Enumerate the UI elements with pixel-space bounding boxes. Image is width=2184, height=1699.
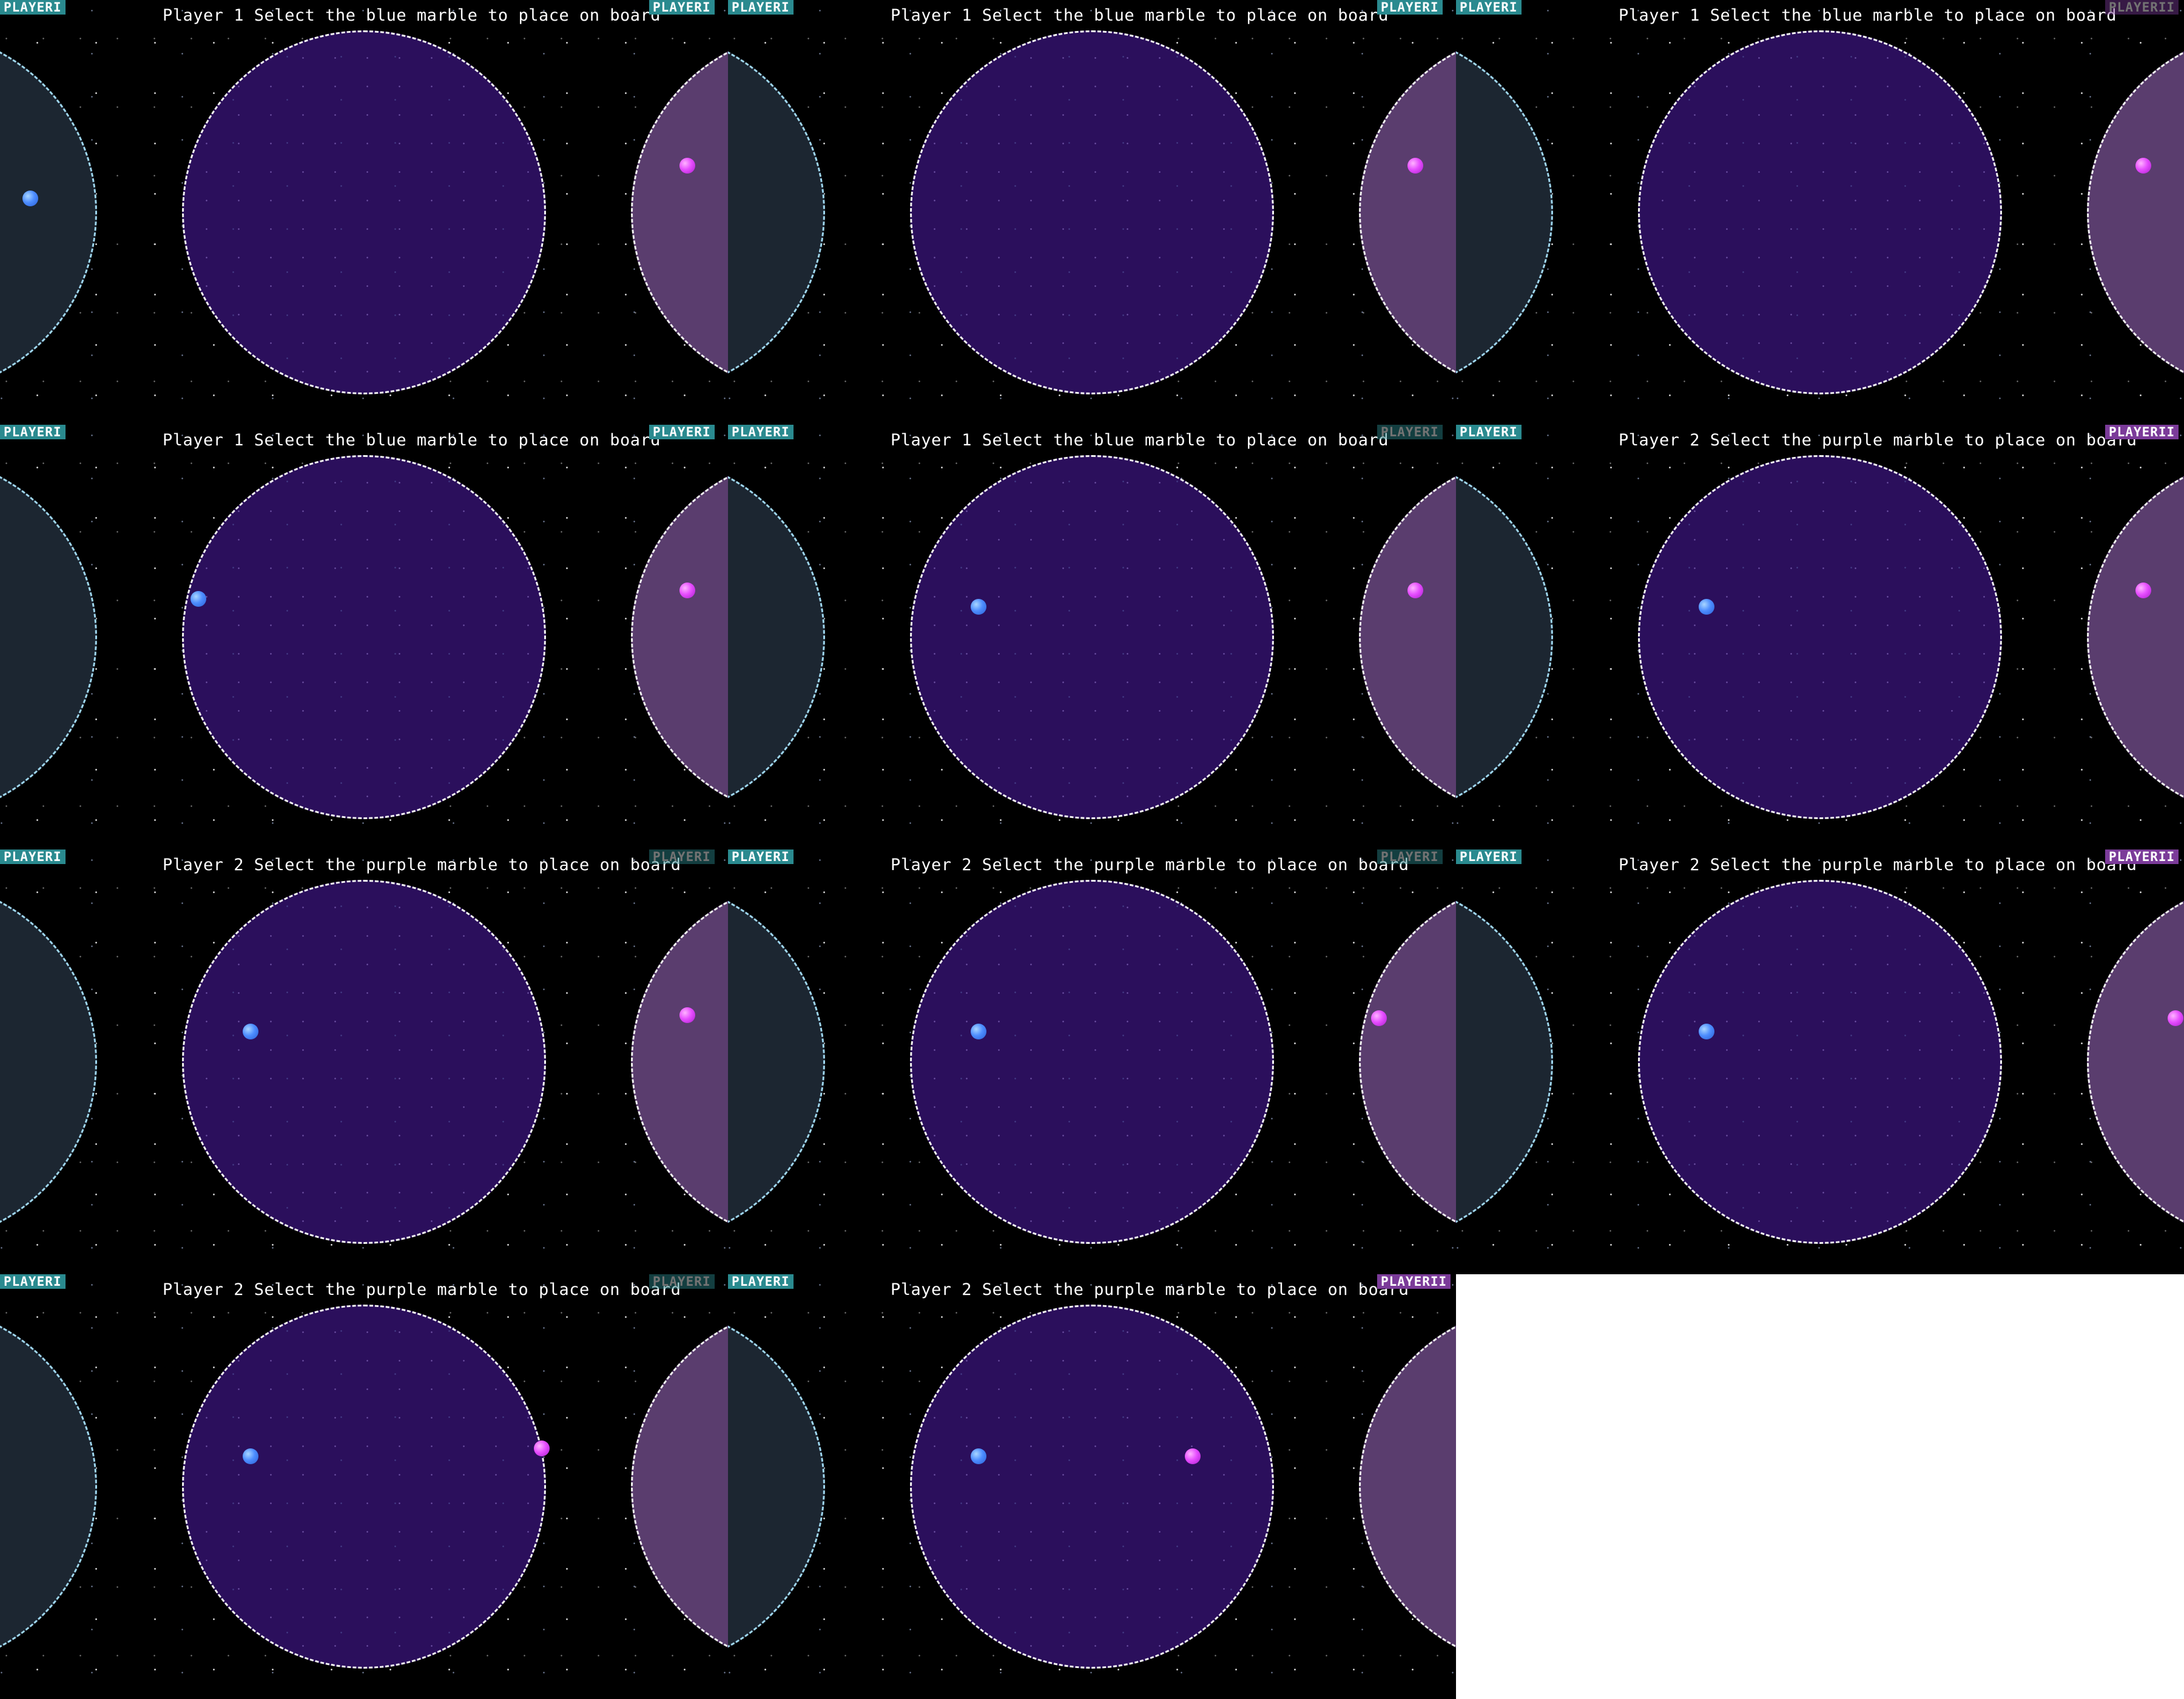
player1-badge: PLAYERI (728, 850, 794, 864)
player1-badge: PLAYERI (1456, 850, 1522, 864)
active-player-badge: PLAYERII (2105, 0, 2179, 15)
player1-half-board (1456, 880, 1553, 1244)
turn-prompt: Player 2 Select the purple marble to pla… (891, 1280, 1409, 1299)
purple-marble[interactable] (1371, 1010, 1387, 1026)
game-board[interactable] (1638, 455, 2002, 819)
blue-marble[interactable] (22, 191, 38, 206)
turn-prompt: Player 1 Select the blue marble to place… (1619, 6, 2117, 25)
player2-half-board (2087, 425, 2184, 850)
player2-half-board (631, 1274, 728, 1699)
blue-marble[interactable] (243, 1448, 258, 1464)
purple-marble[interactable] (679, 583, 695, 598)
player1-half-board (728, 455, 825, 819)
turn-prompt: Player 1 Select the blue marble to place… (163, 431, 661, 450)
player1-half-board (0, 880, 97, 1244)
blue-marble[interactable] (971, 1024, 986, 1039)
blue-marble[interactable] (190, 591, 206, 607)
game-board[interactable] (910, 1305, 1274, 1669)
game-frame: Player 1 Select the blue marble to place… (0, 425, 728, 850)
game-board[interactable] (182, 455, 546, 819)
player2-half-board (1359, 0, 1456, 425)
game-frame: Player 2 Select the purple marble to pla… (1456, 850, 2184, 1274)
player1-half-board (1456, 30, 1553, 394)
active-player-badge: PLAYERI (649, 850, 715, 864)
active-player-badge: PLAYERI (649, 0, 715, 15)
player1-badge: PLAYERI (1456, 0, 1522, 15)
game-board[interactable] (1638, 30, 2002, 394)
game-frame: Player 1 Select the blue marble to place… (0, 0, 728, 425)
turn-prompt: Player 1 Select the blue marble to place… (891, 431, 1389, 450)
blue-marble[interactable] (971, 599, 986, 615)
game-board[interactable] (1638, 880, 2002, 1244)
player1-badge: PLAYERI (728, 1274, 794, 1289)
active-player-badge: PLAYERI (1377, 425, 1443, 439)
turn-prompt: Player 1 Select the blue marble to place… (891, 6, 1389, 25)
purple-marble[interactable] (679, 1007, 695, 1023)
purple-marble[interactable] (2135, 583, 2151, 598)
turn-prompt: Player 2 Select the purple marble to pla… (891, 856, 1409, 874)
turn-prompt: Player 2 Select the purple marble to pla… (163, 856, 681, 874)
game-frame: Player 2 Select the purple marble to pla… (0, 1274, 728, 1699)
game-frame: Player 2 Select the purple marble to pla… (0, 850, 728, 1274)
turn-prompt: Player 1 Select the blue marble to place… (163, 6, 661, 25)
game-frame: Player 2 Select the purple marble to pla… (728, 1274, 1456, 1699)
player2-half-board (2087, 850, 2184, 1274)
player1-badge: PLAYERI (0, 0, 66, 15)
active-player-badge: PLAYERI (649, 1274, 715, 1289)
purple-marble[interactable] (2168, 1010, 2183, 1026)
purple-marble[interactable] (1185, 1448, 1201, 1464)
game-board[interactable] (910, 455, 1274, 819)
player1-half-board (0, 1305, 97, 1669)
game-frame: Player 2 Select the purple marble to pla… (1456, 425, 2184, 850)
game-frame: Player 1 Select the blue marble to place… (728, 425, 1456, 850)
turn-prompt: Player 2 Select the purple marble to pla… (163, 1280, 681, 1299)
game-board[interactable] (182, 30, 546, 394)
blue-marble[interactable] (971, 1448, 986, 1464)
player2-half-board (1359, 850, 1456, 1274)
player1-half-board (0, 30, 97, 394)
turn-prompt: Player 2 Select the purple marble to pla… (1619, 431, 2137, 450)
active-player-badge: PLAYERI (649, 425, 715, 439)
blue-marble[interactable] (243, 1024, 258, 1039)
purple-marble[interactable] (679, 158, 695, 174)
player1-badge: PLAYERI (0, 850, 66, 864)
player1-badge: PLAYERI (0, 425, 66, 439)
active-player-badge: PLAYERII (2105, 850, 2179, 864)
active-player-badge: PLAYERII (1377, 1274, 1451, 1289)
player2-half-board (1359, 425, 1456, 850)
player2-half-board (2087, 0, 2184, 425)
player1-half-board (1456, 455, 1553, 819)
game-board[interactable] (182, 880, 546, 1244)
player1-half-board (728, 30, 825, 394)
player2-half-board (631, 0, 728, 425)
purple-marble[interactable] (2135, 158, 2151, 174)
active-player-badge: PLAYERI (1377, 0, 1443, 15)
game-frame: Player 2 Select the purple marble to pla… (728, 850, 1456, 1274)
game-board[interactable] (910, 880, 1274, 1244)
blue-marble[interactable] (1699, 1024, 1714, 1039)
turn-prompt: Player 2 Select the purple marble to pla… (1619, 856, 2137, 874)
player2-half-board (1359, 1274, 1456, 1699)
blue-marble[interactable] (1699, 599, 1714, 615)
player1-half-board (728, 880, 825, 1244)
active-player-badge: PLAYERI (1377, 850, 1443, 864)
game-board[interactable] (182, 1305, 546, 1669)
player1-badge: PLAYERI (728, 0, 794, 15)
player1-half-board (0, 455, 97, 819)
purple-marble[interactable] (1407, 158, 1423, 174)
player1-half-board (728, 1305, 825, 1669)
player2-half-board (631, 850, 728, 1274)
player1-badge: PLAYERI (1456, 425, 1522, 439)
player1-badge: PLAYERI (728, 425, 794, 439)
purple-marble[interactable] (1407, 583, 1423, 598)
active-player-badge: PLAYERII (2105, 425, 2179, 439)
player2-half-board (631, 425, 728, 850)
player1-badge: PLAYERI (0, 1274, 66, 1289)
game-frame: Player 1 Select the blue marble to place… (1456, 0, 2184, 425)
purple-marble[interactable] (534, 1441, 550, 1456)
game-board[interactable] (910, 30, 1274, 394)
game-frame: Player 1 Select the blue marble to place… (728, 0, 1456, 425)
